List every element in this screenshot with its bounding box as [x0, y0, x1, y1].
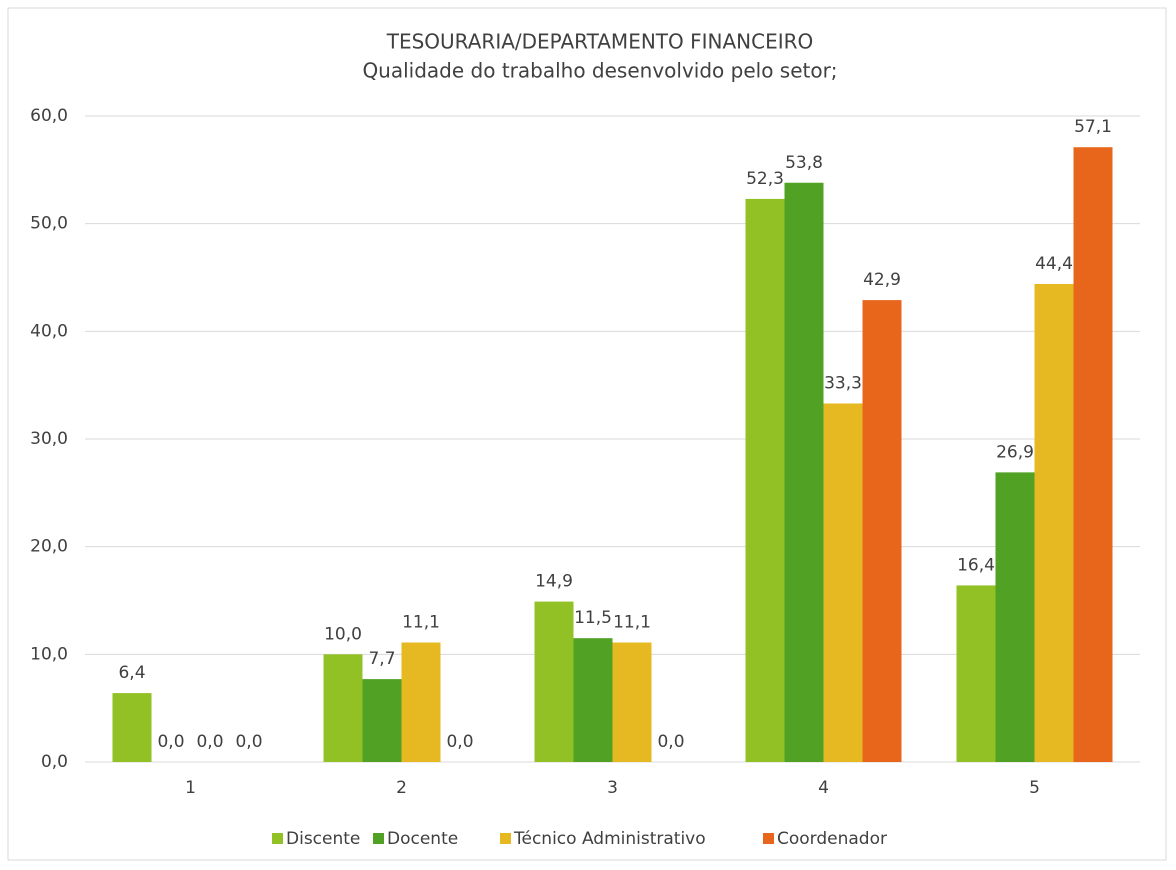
legend-swatch	[272, 833, 283, 844]
data-label: 0,0	[657, 732, 684, 752]
data-label: 33,3	[824, 373, 862, 393]
bar	[323, 654, 363, 762]
bar	[573, 638, 613, 762]
x-tick-label: 4	[818, 778, 829, 798]
bar	[956, 585, 996, 762]
bar	[362, 679, 402, 762]
chart-title: TESOURARIA/DEPARTAMENTO FINANCEIRO	[386, 30, 814, 54]
y-tick-label: 20,0	[30, 537, 68, 557]
y-tick-label: 50,0	[30, 214, 68, 234]
y-tick-label: 30,0	[30, 429, 68, 449]
legend-swatch	[763, 833, 774, 844]
legend-label: Docente	[387, 829, 458, 849]
y-tick-label: 0,0	[41, 752, 68, 772]
bar	[784, 182, 824, 763]
data-label: 44,4	[1035, 254, 1073, 274]
data-label: 53,8	[785, 153, 823, 173]
data-label: 0,0	[446, 732, 473, 752]
data-label: 10,0	[324, 624, 362, 644]
data-label: 26,9	[996, 442, 1034, 462]
data-label: 11,5	[574, 608, 612, 628]
bar	[823, 403, 863, 762]
bar	[862, 300, 902, 762]
data-label: 0,0	[196, 732, 223, 752]
data-label: 42,9	[863, 270, 901, 290]
bar	[745, 198, 785, 763]
bar	[112, 693, 152, 762]
data-label: 57,1	[1074, 117, 1112, 137]
y-tick-label: 10,0	[30, 644, 68, 664]
legend-swatch	[373, 833, 384, 844]
data-label: 7,7	[368, 649, 395, 669]
data-label: 11,1	[402, 612, 440, 632]
y-tick-label: 40,0	[30, 321, 68, 341]
y-tick-label: 60,0	[30, 106, 68, 126]
bar	[612, 642, 652, 762]
data-label: 16,4	[957, 555, 995, 575]
legend-label: Coordenador	[777, 829, 887, 849]
data-label: 6,4	[118, 663, 145, 683]
bar	[534, 601, 574, 762]
data-label: 11,1	[613, 612, 651, 632]
x-tick-label: 3	[607, 778, 618, 798]
x-tick-label: 2	[396, 778, 407, 798]
data-label: 14,9	[535, 572, 573, 592]
bar	[1034, 283, 1074, 762]
bar	[995, 472, 1035, 762]
bar	[401, 642, 441, 762]
data-label: 52,3	[746, 169, 784, 189]
legend-swatch	[500, 833, 511, 844]
x-tick-label: 5	[1029, 778, 1040, 798]
chart-subtitle: Qualidade do trabalho desenvolvido pelo …	[362, 59, 837, 83]
legend-label: Técnico Administrativo	[513, 829, 706, 849]
bar	[1073, 147, 1113, 762]
legend-label: Discente	[286, 829, 360, 849]
data-label: 0,0	[157, 732, 184, 752]
data-label: 0,0	[235, 732, 262, 752]
x-tick-label: 1	[185, 778, 196, 798]
